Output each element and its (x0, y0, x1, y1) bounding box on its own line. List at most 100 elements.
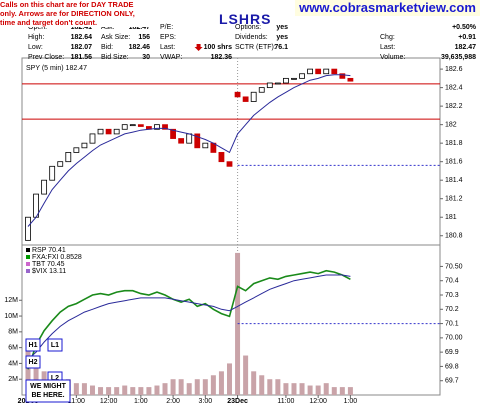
y2-tick-label: 70.1 (445, 320, 459, 327)
annotation-box (25, 338, 41, 352)
down-arrow (194, 44, 203, 51)
volume-bar (259, 375, 265, 395)
volume-bar (291, 383, 297, 395)
candle (202, 142, 209, 149)
quote-label: VWAP: (160, 54, 182, 61)
legend-label: TBT 70.45 (32, 261, 65, 268)
quote-value: 181.56 (71, 54, 93, 61)
candle (186, 133, 193, 144)
candle (274, 82, 281, 85)
quote-value: 100 shrs (204, 44, 233, 51)
disclaimer: Calls on this chart are for DAY TRADE on… (0, 0, 150, 27)
volume-tick-label: 2M (8, 376, 18, 383)
rsp-average (27, 274, 351, 360)
x-tick-label: 11:00 (68, 398, 85, 405)
quote-value: 182.64 (71, 34, 93, 41)
quote-label: EPS: (160, 34, 176, 41)
volume-bar (146, 387, 152, 395)
x-tick-label: 2:00 (166, 398, 180, 405)
candle (226, 161, 233, 167)
quote-value: +0.50% (452, 24, 477, 31)
volume-bar (25, 347, 31, 395)
candle (339, 73, 346, 79)
candle (234, 91, 241, 98)
y-tick-label: 181.8 (445, 140, 463, 147)
y2-tick-label: 70.3 (445, 292, 459, 299)
quote-value: 182.36 (211, 54, 233, 61)
candle (81, 142, 88, 149)
candle (105, 128, 112, 135)
volume-bar (114, 387, 120, 395)
volume-bar (331, 387, 337, 395)
quote-value: 30 (142, 54, 150, 61)
x-tick-label: 11:00 (277, 398, 294, 405)
legend-swatch (26, 269, 30, 273)
quote-value: 39,635,988 (441, 54, 476, 61)
volume-bar (267, 379, 273, 395)
signature: LSHRS (219, 11, 272, 27)
quote-label: Volume: (380, 54, 405, 61)
quote-label: Prev Close: (28, 54, 64, 61)
candle (331, 68, 338, 75)
candle (250, 91, 257, 102)
annotation-text: H1 (29, 342, 38, 349)
candle (347, 77, 354, 82)
candle (129, 124, 136, 127)
y2-tick-label: 69.7 (445, 378, 459, 385)
candle (178, 138, 185, 144)
volume-bar (33, 363, 39, 395)
quote-value: yes (276, 34, 288, 41)
candle (73, 147, 80, 153)
legend-label: SPY (5 min) 182.47 (26, 65, 87, 72)
volume-tick-label: 12M (4, 297, 18, 304)
y-tick-label: 180.8 (445, 233, 463, 240)
legend-label: RSP 70.41 (32, 247, 66, 254)
candle (154, 124, 160, 130)
quote-label: Open: (28, 24, 47, 31)
volume-bar (227, 363, 232, 395)
volume-bar (162, 383, 168, 395)
volume-bar (251, 371, 257, 395)
candle (57, 161, 64, 167)
x-tick-label: 12:00 (100, 398, 118, 405)
y-tick-label: 182 (445, 121, 457, 128)
volume-bar (339, 387, 345, 395)
volume-bar (186, 383, 192, 395)
quote-value: 182.47 (455, 44, 477, 51)
candle (121, 124, 128, 130)
volume-bar (299, 383, 305, 395)
volume-tick-label: 10M (4, 313, 18, 320)
annotation-box (47, 338, 63, 352)
annotation-text: L2 (51, 375, 59, 382)
candle (113, 128, 120, 135)
annotation-text: WE MIGHT BE HERE. (30, 383, 66, 399)
volume-tick-label: 8M (8, 329, 18, 336)
volume-bar (218, 371, 224, 395)
candle (266, 82, 273, 89)
volume-bar (81, 383, 87, 395)
candle (170, 128, 176, 139)
quote-value: 182.47 (129, 24, 151, 31)
candle (242, 96, 249, 102)
legend-label: FXA:FXI 0.8528 (32, 254, 82, 261)
candle (162, 124, 168, 130)
website: www.cobrasmarketview.com (295, 0, 480, 16)
candle (258, 87, 265, 93)
x-tick-label: 1:00 (344, 398, 358, 405)
annotation-text: H2 (29, 359, 38, 366)
volume-bar (138, 387, 144, 395)
y2-tick-label: 69.9 (445, 349, 459, 356)
price-panel (21, 57, 441, 246)
y2-tick-label: 70.4 (445, 278, 459, 285)
volume-bar (275, 379, 281, 395)
volume-bar (235, 252, 241, 395)
y2-tick-label: 70.2 (445, 306, 459, 313)
quote-label: Ask Size: (101, 34, 130, 41)
quote-label: Low: (28, 44, 43, 51)
candle (41, 179, 48, 195)
candle (137, 124, 144, 127)
x-tick-label: 12:00 (309, 398, 327, 405)
candle (65, 152, 72, 163)
volume-bar (154, 385, 160, 395)
volume-bar (98, 387, 104, 395)
